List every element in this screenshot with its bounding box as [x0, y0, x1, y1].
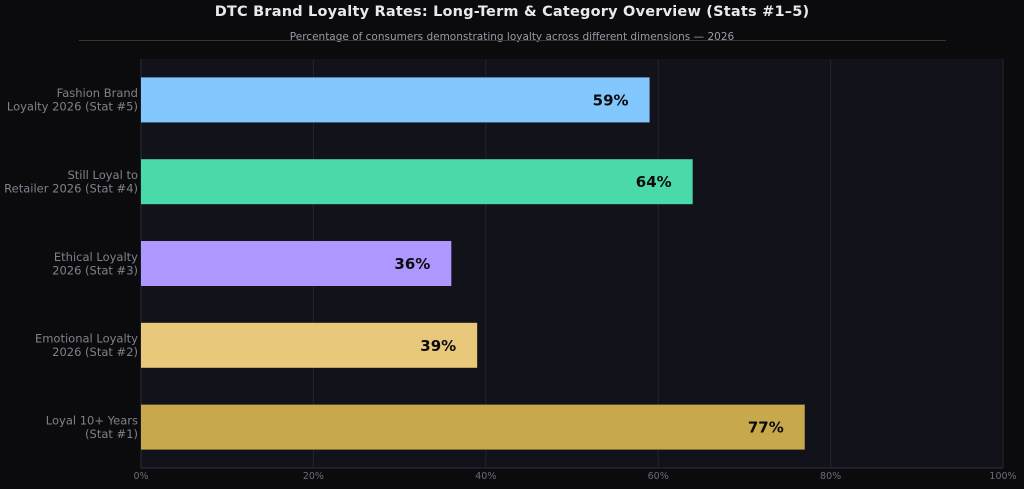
bar-value-label: 77% — [748, 419, 784, 437]
y-category-label: Fashion Brand Loyalty 2026 (Stat #5) — [7, 86, 138, 114]
y-category-label: Loyal 10+ Years (Stat #1) — [46, 413, 138, 441]
bar-value-label: 39% — [420, 337, 456, 355]
y-category-label: Ethical Loyalty 2026 (Stat #3) — [52, 250, 138, 278]
bar — [141, 404, 805, 450]
x-tick-label: 20% — [303, 471, 324, 482]
x-tick-label: 60% — [648, 471, 669, 482]
bar — [141, 159, 693, 205]
x-tick-label: 40% — [475, 471, 496, 482]
bar — [141, 241, 452, 286]
bar-value-label: 59% — [593, 91, 629, 109]
x-tick-label: 0% — [133, 471, 148, 482]
bar — [141, 77, 650, 123]
bar-value-label: 64% — [636, 173, 672, 191]
bar — [141, 322, 478, 368]
chart-title: DTC Brand Loyalty Rates: Long-Term & Cat… — [214, 4, 810, 20]
x-tick-label: 80% — [820, 471, 841, 482]
y-category-label: Emotional Loyalty 2026 (Stat #2) — [35, 332, 138, 360]
x-tick-label: 100% — [989, 471, 1016, 482]
y-category-label: Still Loyal to Retailer 2026 (Stat #4) — [4, 168, 138, 196]
bar-value-label: 36% — [394, 255, 430, 273]
title-divider — [79, 40, 946, 41]
